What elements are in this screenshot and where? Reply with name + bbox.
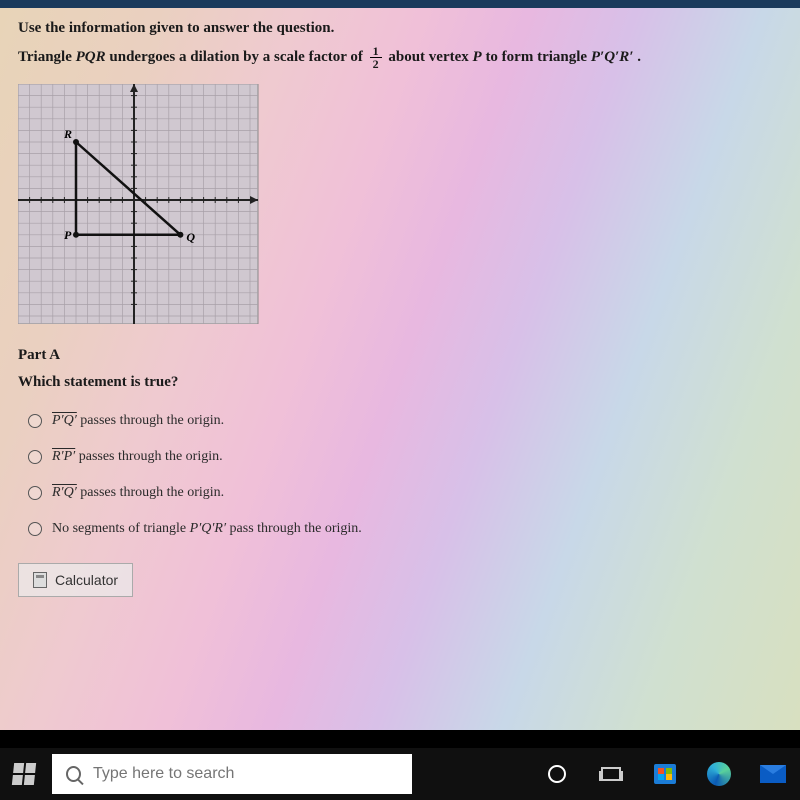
- mail-icon: [760, 765, 786, 783]
- calculator-icon: [33, 572, 47, 588]
- choice-text: R′Q′ passes through the origin.: [52, 485, 224, 501]
- segment: R′P′: [52, 449, 75, 464]
- radio-icon: [28, 522, 42, 536]
- taskbar-search[interactable]: [52, 754, 412, 794]
- store-icon: [654, 764, 676, 784]
- denominator: 2: [370, 57, 382, 70]
- search-input[interactable]: [93, 765, 398, 783]
- calculator-label: Calculator: [55, 572, 118, 588]
- question-detail: Triangle PQR undergoes a dilation by a s…: [18, 45, 782, 70]
- windows-logo-icon: [12, 763, 36, 785]
- txt: undergoes a dilation by a scale factor o…: [109, 49, 366, 65]
- circle-icon: [548, 765, 566, 783]
- microsoft-store-button[interactable]: [638, 748, 692, 800]
- txt: pass through the origin.: [230, 521, 362, 536]
- txt: to form triangle: [485, 49, 590, 65]
- edge-icon: [707, 762, 731, 786]
- triangle-pqr: PQR: [76, 49, 106, 65]
- choice-c[interactable]: R′Q′ passes through the origin.: [28, 485, 782, 501]
- task-view-button[interactable]: [584, 748, 638, 800]
- fraction-half: 1 2: [370, 45, 382, 70]
- taskbar-tray: [530, 748, 800, 800]
- cortana-button[interactable]: [530, 748, 584, 800]
- choice-d[interactable]: No segments of triangle P′Q′R′ pass thro…: [28, 521, 782, 537]
- triangle: P′Q′R′: [190, 521, 226, 536]
- txt: .: [637, 49, 641, 65]
- calculator-button[interactable]: Calculator: [18, 563, 133, 597]
- txt: about vertex: [388, 49, 472, 65]
- svg-text:R: R: [63, 127, 72, 141]
- choice-text: P′Q′ passes through the origin.: [52, 413, 224, 429]
- svg-text:P: P: [64, 228, 72, 242]
- txt: passes through the origin.: [79, 449, 223, 464]
- choice-b[interactable]: R′P′ passes through the origin.: [28, 449, 782, 465]
- mail-button[interactable]: [746, 748, 800, 800]
- part-a-prompt: Which statement is true?: [18, 374, 782, 391]
- part-a-label: Part A: [18, 347, 782, 364]
- choice-text: R′P′ passes through the origin.: [52, 449, 223, 465]
- question-screen: Use the information given to answer the …: [0, 0, 800, 730]
- search-icon: [66, 766, 81, 782]
- segment: R′Q′: [52, 485, 77, 500]
- radio-icon: [28, 414, 42, 428]
- triangle-pqr-prime: P′Q′R′: [591, 49, 634, 65]
- task-view-icon: [601, 767, 621, 781]
- choice-text: No segments of triangle P′Q′R′ pass thro…: [52, 521, 362, 537]
- start-button[interactable]: [0, 748, 48, 800]
- answer-choices: P′Q′ passes through the origin. R′P′ pas…: [28, 413, 782, 537]
- bezel: [0, 730, 800, 748]
- radio-icon: [28, 486, 42, 500]
- numerator: 1: [370, 45, 382, 57]
- segment: P′Q′: [52, 413, 77, 428]
- choice-a[interactable]: P′Q′ passes through the origin.: [28, 413, 782, 429]
- txt: No segments of triangle: [52, 521, 190, 536]
- txt: passes through the origin.: [80, 485, 224, 500]
- txt: passes through the origin.: [80, 413, 224, 428]
- edge-button[interactable]: [692, 748, 746, 800]
- question-prompt: Use the information given to answer the …: [18, 20, 782, 37]
- vertex-p: P: [473, 49, 482, 65]
- svg-text:Q: Q: [186, 230, 195, 244]
- txt: Triangle: [18, 49, 76, 65]
- coordinate-graph: P Q R: [18, 84, 782, 329]
- windows-taskbar: [0, 748, 800, 800]
- radio-icon: [28, 450, 42, 464]
